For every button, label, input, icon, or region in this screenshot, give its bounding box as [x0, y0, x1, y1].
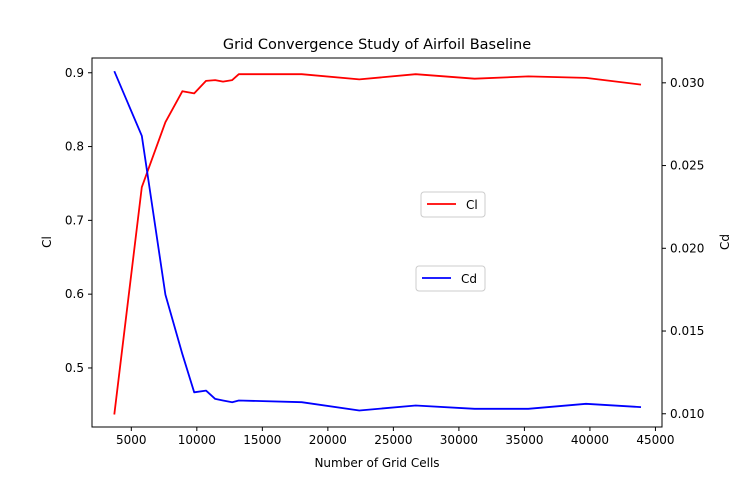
- x-tick-label: 5000: [116, 433, 147, 447]
- x-tick-label: 45000: [636, 433, 674, 447]
- x-axis-label: Number of Grid Cells: [314, 456, 439, 470]
- y-left-axis-label: Cl: [40, 236, 54, 248]
- y-right-tick-label: 0.025: [670, 159, 704, 173]
- plot-lines: [113, 70, 642, 415]
- y-left-tick-label: 0.8: [65, 140, 84, 154]
- y-right-axis-label: Cd: [718, 234, 732, 250]
- plot-frame: [91, 57, 663, 428]
- x-axis-ticks: 5000 10000 15000 20000 25000 30000 35000 40000 4…: [116, 427, 675, 447]
- y-right-axis-ticks: 0.010 0.015 0.020 0.025 0.030: [662, 76, 704, 421]
- y-right-tick-label: 0.010: [670, 407, 704, 421]
- y-left-axis-ticks: 0.5 0.6 0.7 0.8 0.9: [65, 66, 92, 375]
- series-cl-line: [113, 73, 642, 415]
- x-tick-label: 40000: [571, 433, 609, 447]
- x-tick-label: 35000: [505, 433, 543, 447]
- chart-title: Grid Convergence Study of Airfoil Baseli…: [223, 37, 531, 53]
- y-left-tick-label: 0.5: [65, 361, 84, 375]
- legend-cd: Cd: [415, 265, 486, 292]
- x-tick-label: 30000: [440, 433, 478, 447]
- x-tick-label: 25000: [374, 433, 412, 447]
- series-cd-line: [113, 70, 642, 412]
- y-right-tick-label: 0.020: [670, 241, 704, 255]
- y-left-tick-label: 0.7: [65, 213, 84, 227]
- y-right-tick-label: 0.015: [670, 324, 704, 338]
- x-tick-label: 10000: [178, 433, 216, 447]
- legend-cd-label: Cd: [461, 272, 477, 286]
- legend-cl: Cl: [420, 191, 486, 218]
- y-left-tick-label: 0.6: [65, 287, 84, 301]
- x-tick-label: 15000: [243, 433, 281, 447]
- x-tick-label: 20000: [309, 433, 347, 447]
- y-left-tick-label: 0.9: [65, 66, 84, 80]
- y-right-tick-label: 0.030: [670, 76, 704, 90]
- legend-cl-label: Cl: [466, 198, 478, 212]
